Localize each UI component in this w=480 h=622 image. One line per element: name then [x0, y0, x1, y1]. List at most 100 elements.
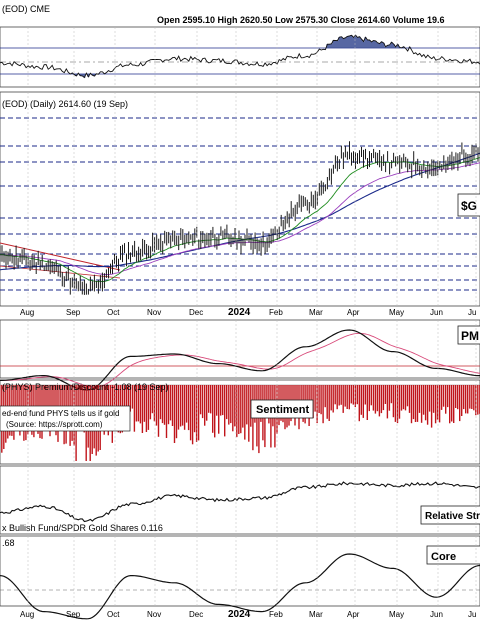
- svg-text:Core: Core: [431, 551, 456, 563]
- sentiment-bar: [143, 385, 146, 422]
- sentiment-bar: [214, 385, 216, 438]
- sentiment-bar: [398, 385, 401, 419]
- sentiment-bar: [412, 385, 415, 420]
- sentiment-panel-frame: [0, 379, 480, 465]
- svg-text:Relative Str: Relative Str: [425, 511, 480, 522]
- sentiment-bar: [222, 385, 224, 416]
- sentiment-bar: [175, 385, 178, 439]
- sentiment-bar: [445, 385, 447, 414]
- symbol-line: (EOD) CME: [2, 4, 50, 14]
- sentiment-bar: [328, 385, 330, 421]
- sentiment-bar: [29, 385, 31, 416]
- x-tick-label-lower: Mar: [309, 610, 323, 619]
- sentiment-bar: [151, 385, 154, 414]
- sentiment-bar: [370, 385, 372, 406]
- sentiment-bar: [232, 385, 234, 432]
- x-tick-label-lower: Sep: [66, 610, 81, 619]
- sentiment-bar: [310, 385, 312, 410]
- sentiment-bar: [185, 385, 188, 423]
- sentiment-bar: [199, 385, 202, 415]
- sentiment-bar: [131, 385, 134, 409]
- sentiment-bar: [340, 385, 342, 405]
- sentiment-bar: [246, 385, 248, 425]
- sentiment-bar: [35, 385, 37, 422]
- sentiment-bar: [161, 385, 164, 424]
- sentiment-bar: [469, 385, 471, 409]
- sentiment-note-line2: (Source: https://sprott.com): [6, 420, 103, 429]
- sentiment-bar: [149, 385, 152, 420]
- sentiment-bar: [362, 385, 364, 418]
- core-panel: .68 Core: [0, 538, 480, 620]
- sentiment-bar: [402, 385, 405, 410]
- sentiment-bar: [171, 385, 174, 426]
- sentiment-bar: [322, 385, 324, 424]
- x-tick-label-lower: Aug: [20, 610, 34, 619]
- sentiment-annotation: Sentiment: [250, 399, 314, 419]
- sentiment-bar: [392, 385, 395, 418]
- sentiment-bar: [258, 385, 260, 454]
- sentiment-bar: [368, 385, 370, 412]
- sentiment-bar: [137, 385, 140, 422]
- x-tick-label-lower: Ju: [468, 610, 476, 619]
- sentiment-bar: [463, 385, 465, 410]
- sentiment-bar: [47, 385, 49, 423]
- sentiment-bar: [218, 385, 220, 434]
- sentiment-bar: [244, 385, 246, 440]
- relative-panel-frame: [0, 465, 480, 535]
- sma-200-line: [0, 152, 480, 271]
- x-tick-label-upper: Mar: [309, 308, 323, 317]
- sentiment-bar: [404, 385, 407, 411]
- sentiment-bar: [358, 385, 360, 422]
- vertical-month-grid: [27, 27, 477, 606]
- sentiment-bar: [300, 385, 302, 409]
- sentiment-bar: [336, 385, 338, 410]
- sentiment-bar: [420, 385, 423, 423]
- ohlc-readout: Open 2595.10 High 2620.50 Low 2575.30 Cl…: [157, 15, 445, 25]
- sentiment-bar: [390, 385, 393, 404]
- price-horizontal-grid: [0, 117, 480, 291]
- sentiment-note-line1: ed-end fund PHYS tells us if gold: [2, 409, 119, 418]
- ema-long-line: [0, 162, 480, 276]
- sentiment-bar: [465, 385, 467, 414]
- trend-line-1: [0, 242, 121, 271]
- svg-text:PM: PM: [461, 329, 479, 343]
- core-panel-frame: [0, 535, 480, 607]
- top-oscillator-line: [0, 34, 480, 79]
- x-tick-label-upper: May: [389, 308, 404, 317]
- sentiment-bar: [242, 385, 244, 428]
- sentiment-bar: [477, 385, 479, 415]
- sentiment-bar: [410, 385, 413, 424]
- sentiment-bar: [326, 385, 328, 419]
- sentiment-bar: [230, 385, 232, 424]
- x-tick-label-upper: Nov: [147, 308, 161, 317]
- sentiment-panel-label: (PHYS) Premium/Discount -1.08 (19 Sep): [2, 382, 169, 392]
- sentiment-bar: [432, 385, 435, 413]
- sentiment-bar: [338, 385, 340, 406]
- sentiment-bar: [238, 385, 240, 434]
- sentiment-bar: [79, 385, 81, 425]
- sentiment-bar: [396, 385, 399, 424]
- sentiment-bar: [135, 385, 138, 422]
- sentiment-bar: [248, 385, 250, 442]
- sentiment-bar: [457, 385, 459, 410]
- x-tick-label-upper: Apr: [347, 308, 360, 317]
- sentiment-bar: [332, 385, 334, 413]
- sentiment-bar: [453, 385, 455, 423]
- sentiment-bar: [147, 385, 150, 430]
- sentiment-bar: [442, 385, 445, 407]
- sentiment-bar: [360, 385, 362, 415]
- sentiment-bar: [228, 385, 230, 425]
- price-bars: [0, 141, 480, 295]
- sentiment-bar: [21, 385, 23, 415]
- sentiment-bar: [473, 385, 475, 411]
- sentiment-bar: [408, 385, 411, 413]
- x-tick-label-lower: 2024: [228, 609, 251, 620]
- sentiment-bar: [163, 385, 166, 425]
- core-value-label: .68: [2, 538, 15, 548]
- sentiment-bar: [467, 385, 469, 414]
- sentiment-bar: [382, 385, 385, 411]
- sentiment-bar: [197, 385, 200, 441]
- sentiment-bar: [384, 385, 387, 404]
- sentiment-bar: [380, 385, 383, 414]
- sentiment-bar: [206, 385, 208, 421]
